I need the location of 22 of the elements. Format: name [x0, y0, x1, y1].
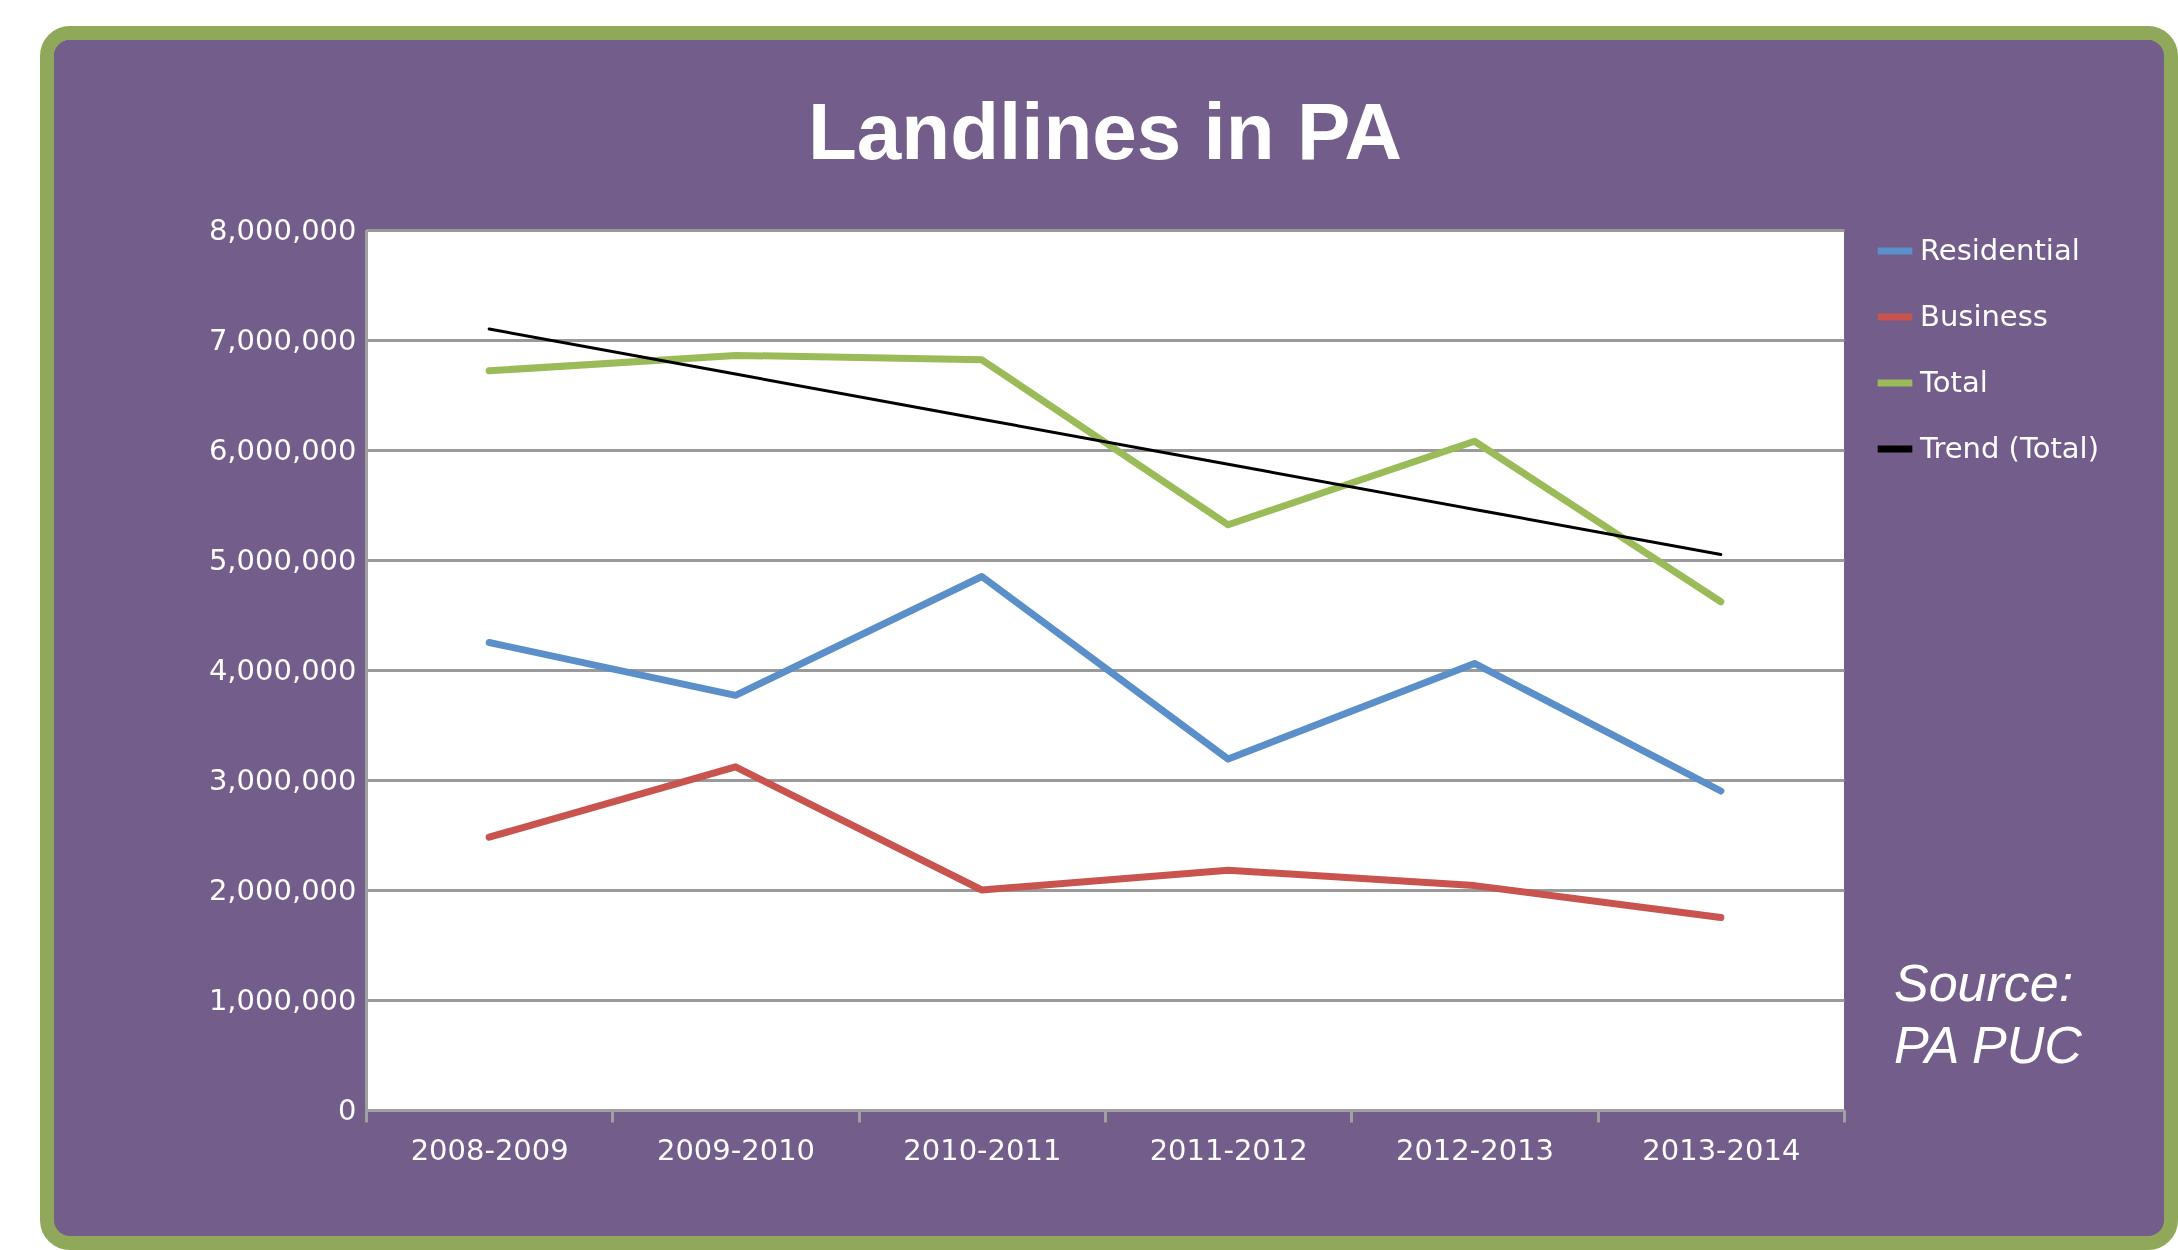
x-tick-label: 2009-2010 [656, 1132, 816, 1167]
legend-label: Residential [1920, 233, 2080, 267]
y-tick-label: 0 [338, 1092, 357, 1127]
x-tick-label: 2012-2013 [1395, 1132, 1555, 1167]
x-tick-label: 2011-2012 [1149, 1132, 1308, 1167]
y-tick-label: 5,000,000 [208, 542, 357, 577]
legend-label: Trend (Total) [1919, 431, 2099, 465]
x-tick-label: 2013-2014 [1642, 1132, 1801, 1167]
x-tick-label: 2008-2009 [410, 1132, 569, 1167]
line-series [487, 327, 1723, 556]
x-tick-label: 2010-2011 [903, 1132, 1062, 1167]
y-tick-label: 8,000,000 [208, 212, 357, 247]
y-tick-label: 3,000,000 [208, 762, 357, 797]
legend-label: Total [1919, 365, 1988, 399]
y-tick-label: 2,000,000 [208, 872, 357, 907]
source-note: Source: PA PUC [1894, 954, 2083, 1074]
y-tick-label: 4,000,000 [208, 652, 357, 687]
y-tick-label: 6,000,000 [208, 432, 357, 467]
chart-title: Landlines in PA [807, 87, 1403, 176]
legend-label: Business [1920, 299, 2048, 333]
y-tick-label: 1,000,000 [208, 982, 357, 1017]
y-tick-label: 7,000,000 [208, 322, 357, 357]
